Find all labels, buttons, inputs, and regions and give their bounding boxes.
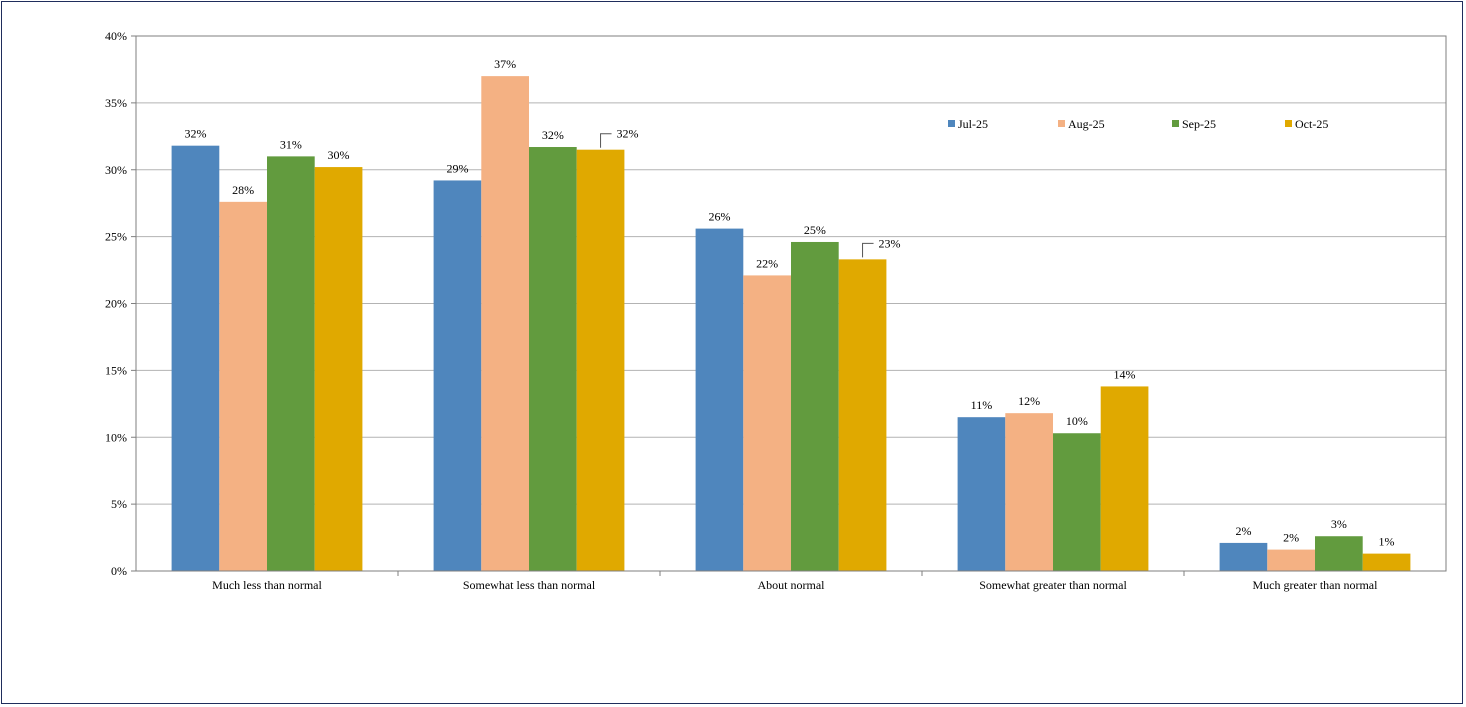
bar-aug-25 — [1005, 413, 1053, 571]
data-label: 11% — [971, 398, 993, 412]
bar-jul-25 — [1219, 542, 1268, 571]
legend-label: Oct-25 — [1295, 117, 1328, 131]
bar-sep-25 — [1053, 433, 1101, 571]
data-label: 26% — [708, 210, 730, 224]
bar-jul-25 — [695, 228, 744, 571]
y-tick-label: 30% — [105, 163, 127, 177]
leader-line — [862, 242, 874, 258]
axes — [135, 35, 1447, 576]
bar-sep-25 — [529, 147, 577, 571]
y-tick-label: 20% — [105, 297, 127, 311]
bar-oct-25 — [314, 167, 363, 571]
bar-aug-25 — [1267, 549, 1315, 571]
legend-label: Aug-25 — [1068, 117, 1105, 131]
bar-oct-25 — [1100, 386, 1149, 571]
legend-item: Aug-25 — [1058, 117, 1105, 131]
data-label: 3% — [1331, 517, 1347, 531]
legend-swatch — [1058, 120, 1065, 127]
data-label: 25% — [804, 223, 826, 237]
y-tick-label: 15% — [105, 363, 127, 377]
data-label: 32% — [617, 127, 639, 141]
legend-label: Jul-25 — [958, 117, 988, 131]
category-labels: Much less than normal Somewhat less than … — [212, 578, 1378, 592]
legend-swatch — [948, 120, 955, 127]
data-label: 30% — [328, 148, 350, 162]
y-tick-label: 5% — [111, 497, 127, 511]
legend: Jul-25 Aug-25 Sep-25 Oct-25 — [948, 117, 1328, 131]
data-label: 23% — [879, 236, 901, 250]
data-label: 22% — [756, 256, 778, 270]
legend-item: Jul-25 — [948, 117, 988, 131]
bar-oct-25 — [1362, 553, 1411, 571]
category-label: Somewhat less than normal — [463, 578, 596, 592]
data-label: 1% — [1379, 535, 1395, 549]
bar-aug-25 — [481, 76, 529, 571]
data-label: 10% — [1066, 414, 1088, 428]
bar-sep-25 — [791, 241, 839, 571]
bar-sep-25 — [267, 156, 315, 571]
y-axis-ticks: 0% 5% 10% 15% 20% 25% 30% 35% 40% — [105, 29, 136, 578]
category-label: Somewhat greater than normal — [979, 578, 1127, 592]
legend-item: Sep-25 — [1172, 117, 1216, 131]
category-label: About normal — [758, 578, 826, 592]
data-labels: 32% 28% 31% 30% 29% 37% 32% 32% 26% 22% 25% 23% 11% 1… — [184, 57, 1394, 548]
data-label: 37% — [494, 57, 516, 71]
data-label: 2% — [1235, 524, 1251, 538]
y-tick-label: 35% — [105, 96, 127, 110]
bar-aug-25 — [743, 275, 791, 571]
bar-jul-25 — [171, 145, 220, 572]
bar-jul-25 — [433, 180, 482, 571]
data-label: 29% — [446, 161, 468, 175]
y-tick-label: 10% — [105, 430, 127, 444]
data-label: 32% — [542, 128, 564, 142]
data-label: 31% — [280, 137, 302, 151]
bars — [171, 76, 1411, 572]
y-tick-label: 0% — [111, 564, 127, 578]
category-label: Much less than normal — [212, 578, 322, 592]
data-label: 32% — [184, 127, 206, 141]
bar-aug-25 — [219, 201, 267, 571]
data-label: 2% — [1283, 531, 1299, 545]
leader-line — [600, 133, 612, 148]
bar-sep-25 — [1315, 536, 1363, 571]
bar-oct-25 — [838, 259, 887, 571]
data-label: 14% — [1114, 367, 1136, 381]
data-label: 12% — [1018, 394, 1040, 408]
category-label: Much greater than normal — [1253, 578, 1379, 592]
bar-oct-25 — [576, 149, 625, 571]
data-label: 28% — [232, 183, 254, 197]
legend-item: Oct-25 — [1285, 117, 1328, 131]
bar-jul-25 — [957, 417, 1006, 571]
legend-label: Sep-25 — [1182, 117, 1216, 131]
legend-swatch — [1285, 120, 1292, 127]
legend-swatch — [1172, 120, 1179, 127]
y-tick-label: 40% — [105, 29, 127, 43]
y-tick-label: 25% — [105, 230, 127, 244]
